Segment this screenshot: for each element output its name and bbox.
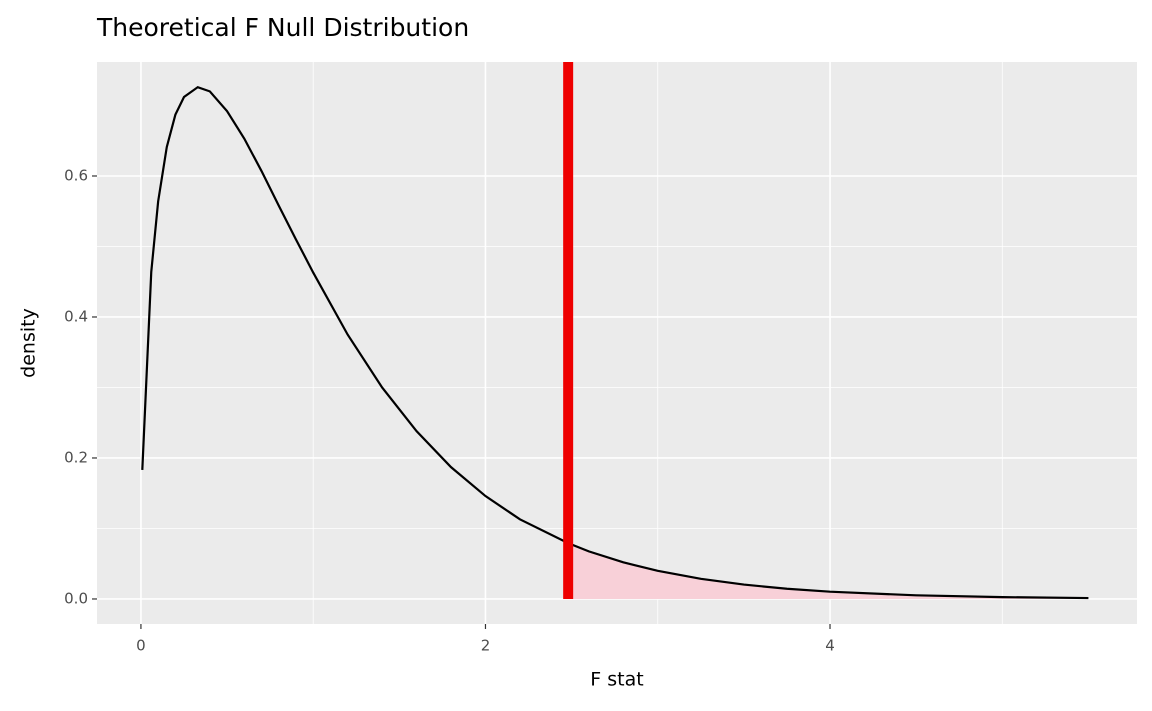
shaded-tail xyxy=(568,543,1089,599)
x-tick-label: 4 xyxy=(825,637,835,655)
x-tick-label: 2 xyxy=(481,637,491,655)
grid xyxy=(97,62,1137,624)
x-tick-label: 0 xyxy=(136,637,146,655)
y-tick-label: 0.6 xyxy=(64,166,88,184)
y-tick-label: 0.0 xyxy=(64,589,88,607)
y-tick-label: 0.4 xyxy=(64,307,88,325)
panel xyxy=(97,62,1137,624)
y-axis-title: density xyxy=(18,308,40,378)
y-tick-label: 0.2 xyxy=(64,448,88,466)
x-axis-title: F stat xyxy=(590,669,643,691)
chart-title: Theoretical F Null Distribution xyxy=(96,13,469,42)
density-line xyxy=(141,85,1089,600)
